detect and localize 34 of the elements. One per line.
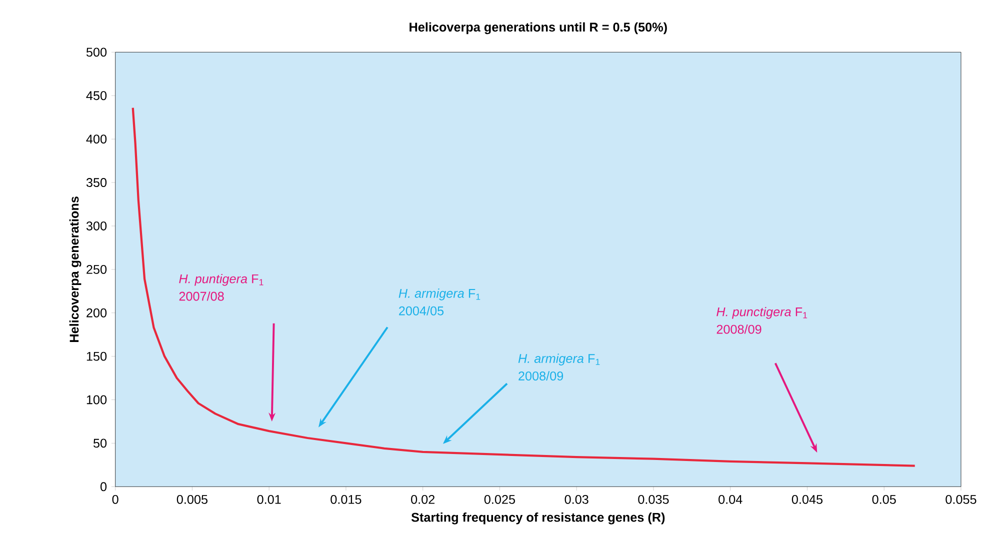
annotation: 2008/09 <box>716 324 762 334</box>
x-tick-label: 0 <box>112 494 118 504</box>
y-tick-label: 50 <box>93 438 107 448</box>
annotation: H. puntigera F$_{1}$ <box>179 274 264 286</box>
x-tick-label: 0.005 <box>176 494 208 504</box>
y-tick-label: 300 <box>86 221 107 230</box>
x-tick-label: 0.04 <box>718 494 742 504</box>
x-tick-label: 0.045 <box>792 494 822 504</box>
y-tick-label: 500 <box>86 47 107 56</box>
annotation: H. armigera F$_{1}$ <box>398 288 480 300</box>
annotation: 2008/09 <box>518 370 564 380</box>
y-tick-label: 150 <box>86 352 107 361</box>
y-axis-title: Helicoverpa generations <box>69 196 82 342</box>
x-tick-label: 0.035 <box>638 494 669 504</box>
x-tick-label: 0.055 <box>946 494 976 504</box>
y-tick-label: 200 <box>86 308 107 318</box>
annotation: 2004/05 <box>399 306 444 316</box>
y-tick-label: 250 <box>86 264 107 274</box>
y-tick-label: 100 <box>86 395 107 404</box>
y-tick-label: 0 <box>100 482 107 491</box>
x-tick-label: 0.01 <box>257 494 281 504</box>
x-tick-label: 0.03 <box>564 494 588 504</box>
x-tick-label: 0.025 <box>484 494 515 504</box>
x-tick-label: 0.02 <box>411 494 434 504</box>
x-tick-label: 0.015 <box>330 494 362 504</box>
x-tick-label: 0.05 <box>872 494 896 504</box>
chart-title: Helicoverpa generations until R = 0.5 (50%) <box>410 22 667 34</box>
y-tick-label: 400 <box>86 134 107 144</box>
annotation: H. punctigera F$_{1}$ <box>716 306 808 319</box>
x-axis-title: Starting frequency of resistance genes (R) <box>411 512 665 524</box>
annotation: 2007/08 <box>179 291 224 301</box>
annotation: H. armigera F$_{1}$ <box>518 353 600 366</box>
y-tick-label: 350 <box>86 178 107 187</box>
y-tick-label: 450 <box>86 90 107 100</box>
